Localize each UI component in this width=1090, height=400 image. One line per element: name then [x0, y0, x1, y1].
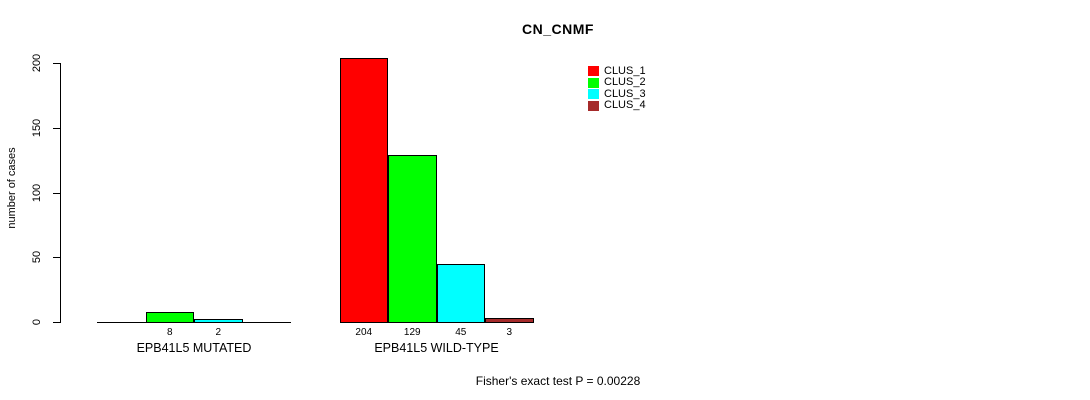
bar-clus_4-category-1 — [485, 318, 534, 323]
bar-clus_2-category-0 — [145, 312, 194, 323]
y-tick-label: 150 — [31, 118, 43, 138]
category-label: EPB41L5 WILD-TYPE — [374, 341, 499, 355]
y-axis-tick — [53, 257, 60, 258]
legend-label-clus_2: CLUS_2 — [604, 76, 646, 88]
bar-clus_3-category-0 — [194, 319, 243, 323]
bar-value-label: 129 — [403, 327, 421, 338]
bar-value-label: 204 — [355, 327, 373, 338]
bar-clus_1-category-1 — [339, 58, 388, 323]
bar-clus_2-category-1 — [388, 155, 437, 323]
chart-title: CN_CNMF — [522, 21, 594, 37]
y-tick-label: 0 — [31, 318, 43, 326]
legend-label-clus_3: CLUS_3 — [604, 87, 646, 100]
legend-swatch-clus_1 — [588, 66, 599, 76]
legend-swatch-clus_4 — [588, 100, 599, 111]
legend-swatch-clus_2 — [588, 77, 599, 88]
y-tick-label: 50 — [31, 250, 43, 264]
y-axis-tick — [53, 128, 60, 129]
footnote-fisher-test: Fisher's exact test P = 0.00228 — [475, 374, 641, 388]
legend-swatch-clus_3 — [588, 89, 599, 99]
y-axis-tick — [53, 322, 60, 323]
y-axis-line — [60, 63, 61, 323]
bar-value-label: 2 — [215, 327, 222, 338]
y-axis-tick — [53, 193, 60, 194]
legend-label-clus_1: CLUS_1 — [604, 64, 646, 77]
bar-value-label: 3 — [506, 327, 513, 338]
y-axis-title: number of cases — [6, 147, 18, 229]
legend-label-clus_4: CLUS_4 — [604, 99, 646, 111]
category-label: EPB41L5 MUTATED — [136, 341, 252, 355]
y-tick-label: 200 — [31, 53, 43, 73]
bar-clus_3-category-1 — [436, 264, 485, 323]
bar-value-label: 8 — [166, 327, 173, 338]
y-tick-label: 100 — [31, 183, 43, 203]
y-axis-tick — [53, 63, 60, 64]
bar-value-label: 45 — [455, 327, 467, 338]
